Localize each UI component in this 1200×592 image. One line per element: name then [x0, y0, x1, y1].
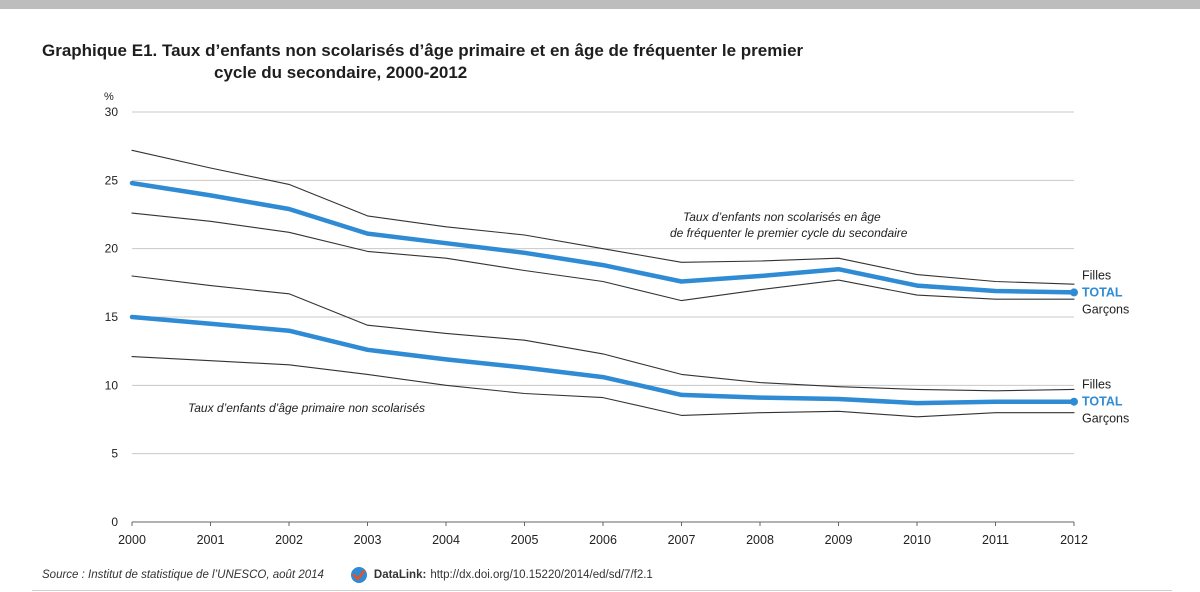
datalink-icon — [350, 567, 367, 583]
y-axis: 0 5 10 15 20 25 30% — [104, 91, 118, 529]
series-label-total: TOTAL — [1082, 285, 1123, 299]
y-axis-unit: % — [104, 91, 114, 103]
chart-title: Graphique E1. Taux d’enfants non scolari… — [42, 40, 1142, 84]
series-label-filles: Filles — [1082, 268, 1111, 282]
x-tick-label: 2006 — [589, 533, 617, 547]
x-tick-label: 2003 — [354, 533, 382, 547]
x-axis: 2000 2001 2002 2003 2004 2005 2006 2007 2008 2009… — [118, 521, 1088, 547]
series-layer — [129, 149, 1078, 418]
y-tick-label: 30 — [105, 105, 119, 119]
y-tick-label: 5 — [111, 447, 118, 461]
x-tick-label: 2009 — [825, 533, 853, 547]
x-tick-label: 2002 — [275, 533, 303, 547]
series-line-garcons-primary — [131, 356, 1075, 418]
x-tick-label: 2001 — [197, 533, 225, 547]
x-tick-label: 2012 — [1060, 533, 1088, 547]
annotation-primary: Taux d’enfants d’âge primaire non scolar… — [188, 401, 425, 415]
chart-title-line2: cycle du secondaire, 2000-2012 — [214, 63, 468, 82]
annotation-secondary: Taux d’enfants non scolarisés en âge de f… — [670, 210, 908, 240]
series-labels: Filles TOTAL Garçons Filles TOTAL Garçons Taux… — [188, 210, 1129, 426]
datalink-label: DataLink: — [373, 569, 427, 581]
series-label-total: TOTAL — [1082, 395, 1123, 409]
series-line-filles-secondary — [131, 149, 1075, 285]
series-line-total-secondary — [129, 180, 1077, 295]
x-tick-label: 2008 — [746, 533, 774, 547]
series-line-garcons-secondary — [131, 212, 1075, 302]
y-tick-label: 15 — [105, 310, 119, 324]
top-bar — [0, 0, 1200, 9]
chart-title-line1: Graphique E1. Taux d’enfants non scolari… — [42, 41, 804, 60]
grid-layer — [132, 111, 1074, 455]
y-tick-label: 10 — [105, 378, 119, 392]
series-label-filles: Filles — [1082, 378, 1111, 392]
bottom-divider — [32, 590, 1172, 591]
series-line-filles-primary — [131, 275, 1075, 392]
x-tick-label: 2000 — [118, 533, 146, 547]
x-tick-label: 2007 — [668, 533, 696, 547]
y-tick-label: 25 — [105, 173, 119, 187]
source-text: Source : Institut de statistique de l’UN… — [42, 569, 324, 581]
y-tick-label: 0 — [111, 515, 118, 529]
datalink-url[interactable]: http://dx.doi.org/10.15220/2014/ed/sd/7/… — [430, 569, 653, 581]
x-tick-label: 2010 — [903, 533, 931, 547]
series-end-marker — [1070, 397, 1078, 406]
x-tick-label: 2004 — [432, 533, 460, 547]
x-tick-label: 2011 — [982, 533, 1009, 547]
series-line-total-primary — [129, 314, 1077, 406]
source-footer: Source : Institut de statistique de l’UN… — [42, 566, 653, 584]
series-label-garcons: Garçons — [1082, 302, 1129, 316]
x-tick-label: 2005 — [511, 533, 539, 547]
y-tick-label: 20 — [105, 242, 119, 256]
series-end-marker — [1070, 288, 1078, 297]
series-label-garcons: Garçons — [1082, 412, 1129, 426]
